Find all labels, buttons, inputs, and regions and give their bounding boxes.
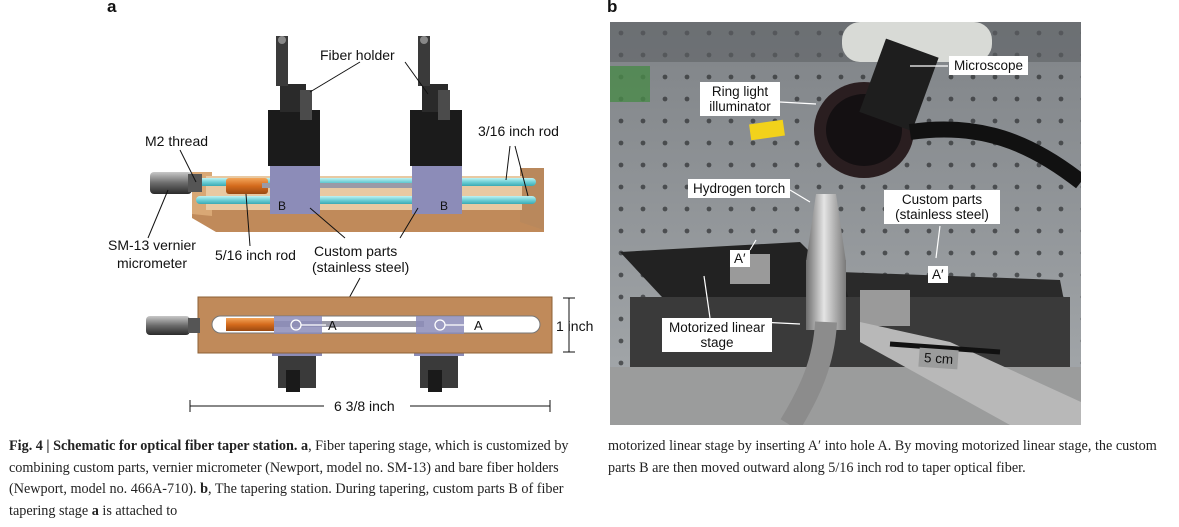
figure-caption-left: Fig. 4 | Schematic for optical fiber tap…: [9, 436, 589, 522]
stage-3d-view: B B: [150, 36, 544, 232]
ring-light-line2: illuminator: [709, 99, 771, 114]
dimension-lines: [189, 297, 575, 412]
caption-text2: , The tapering station. During tapering,…: [9, 481, 564, 519]
photo-label-microscope: Microscope: [949, 56, 1029, 75]
panel-label-a: a: [107, 0, 117, 16]
photo-label-scale: 5 cm: [918, 347, 959, 370]
photo-figure: Microscope Ring light illuminator Hydrog…: [610, 22, 1081, 425]
photo-custom-line2: (stainless steel): [895, 207, 989, 222]
schematic-leader-lines: [147, 61, 529, 301]
label-rod-316: 3/16 inch rod: [478, 123, 559, 139]
label-rod-516: 5/16 inch rod: [215, 247, 296, 263]
photo-label-a-prime-left: A′: [730, 250, 750, 267]
photo-stage-line2: stage: [700, 335, 734, 350]
label-one-inch: 1 inch: [556, 318, 593, 334]
label-micrometer-line1: SM-13 vernier: [108, 237, 196, 253]
caption-fig-title: Fig. 4 | Schematic for optical fiber tap…: [9, 438, 298, 454]
label-custom-line2: (stainless steel): [312, 259, 409, 275]
label-width: 6 3/8 inch: [334, 398, 395, 414]
photo-label-hydrogen-torch: Hydrogen torch: [688, 179, 791, 198]
photo-label-custom-parts: Custom parts (stainless steel): [884, 190, 1000, 224]
label-m2-thread: M2 thread: [145, 133, 208, 149]
schematic-a-left: A: [328, 318, 337, 333]
schematic-b-right: B: [440, 199, 448, 213]
photo-label-ring-light: Ring light illuminator: [700, 82, 780, 116]
ring-light-line1: Ring light: [711, 84, 769, 99]
photo-drawing: [610, 22, 1081, 425]
stage-top-view: A A: [146, 296, 553, 392]
label-micrometer-line2: micrometer: [117, 255, 187, 271]
caption-text3: is attached to: [102, 502, 178, 519]
caption-b-ref: b: [200, 481, 208, 498]
panel-label-b: b: [607, 0, 618, 16]
schematic-a-right: A: [474, 318, 483, 333]
schematic-figure: B B Fiber holder M2 thread 3/16 inch rod…: [108, 36, 593, 414]
photo-stage-line1: Motorized linear: [668, 320, 766, 335]
caption-a-ref: a: [300, 438, 309, 454]
caption-a-ref2: a: [91, 502, 99, 519]
caption-text1: , Fiber tapering stage, which is customi…: [9, 438, 569, 498]
photo-label-a-prime-right: A′: [928, 266, 948, 283]
photo-label-motorized-stage: Motorized linear stage: [662, 318, 772, 352]
figure-caption-right: motorized linear stage by inserting A′ i…: [608, 438, 1157, 476]
schematic-b-left: B: [278, 199, 286, 213]
label-custom-line1: Custom parts: [314, 243, 397, 259]
photo-custom-line1: Custom parts: [901, 192, 983, 207]
label-fiber-holder: Fiber holder: [320, 47, 395, 63]
